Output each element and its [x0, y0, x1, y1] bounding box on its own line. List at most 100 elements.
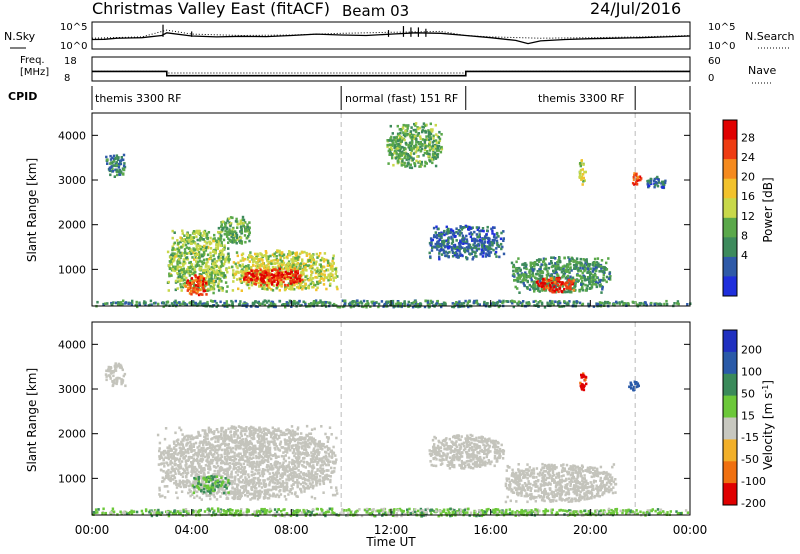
scatter-cell [547, 266, 551, 270]
scatter-cell [328, 276, 331, 280]
scatter-cell [276, 261, 279, 264]
scatter-cell [534, 284, 537, 288]
scatter-cell [257, 472, 260, 475]
scatter-cell [302, 300, 305, 304]
scatter-cell [402, 123, 405, 127]
scatter-cell [260, 253, 263, 257]
scatter-cell [397, 142, 400, 146]
scatter-cell [429, 137, 432, 141]
scatter-cell [209, 271, 212, 275]
scatter-cell [282, 280, 285, 284]
scatter-cell [388, 139, 391, 142]
scatter-cell [545, 267, 548, 271]
scatter-cell [550, 277, 554, 281]
scatter-cell [284, 274, 287, 278]
scatter-cell [210, 268, 213, 271]
scatter-cell [191, 238, 195, 241]
scatter-cell [195, 253, 198, 256]
scatter-cell [429, 122, 432, 126]
scatter-cell [264, 267, 267, 271]
scatter-cell [322, 491, 325, 494]
scatter-cell [540, 285, 543, 288]
scatter-cell [316, 286, 319, 290]
scatter-cell [271, 262, 274, 265]
noise-right-tick-top: 10^5 [708, 22, 735, 33]
scatter-cell [547, 286, 550, 290]
scatter-cell [455, 247, 458, 251]
scatter-cell [603, 266, 606, 269]
scatter-cell [388, 153, 391, 156]
scatter-cell [425, 135, 428, 138]
scatter-cell [249, 251, 252, 254]
scatter-cell [622, 303, 625, 306]
scatter-cell [332, 254, 335, 258]
scatter-cell [278, 269, 281, 272]
scatter-cell [410, 302, 413, 305]
scatter-cell [225, 290, 228, 293]
scatter-cell [170, 257, 174, 261]
scatter-cell [180, 254, 183, 257]
scatter-cell [144, 301, 147, 304]
scatter-cell [312, 300, 315, 304]
scatter-cell [255, 269, 258, 272]
scatter-cell [440, 133, 443, 136]
scatter-cell [493, 226, 496, 229]
scatter-cell [459, 231, 462, 234]
scatter-cell [326, 264, 329, 267]
scatter-cell [496, 303, 499, 306]
scatter-cell [158, 488, 161, 492]
scatter-cell [212, 465, 216, 468]
scatter-cell [191, 461, 195, 465]
scatter-cell [270, 283, 274, 286]
scatter-cell [592, 275, 595, 279]
scatter-cell [191, 267, 194, 271]
scatter-cell [183, 234, 186, 237]
scatter-cell [231, 231, 234, 235]
scatter-cell [271, 269, 274, 272]
scatter-cell [575, 263, 578, 267]
scatter-cell [197, 286, 200, 290]
scatter-cell [556, 283, 560, 287]
scatter-cell [550, 281, 554, 285]
scatter-cell [282, 457, 286, 461]
scatter-cell [188, 240, 191, 243]
scatter-cell [406, 156, 409, 159]
scatter-cell [248, 267, 251, 270]
scatter-cell [287, 282, 291, 285]
scatter-cell [190, 263, 194, 266]
scatter-cell [437, 136, 441, 139]
scatter-cell [266, 273, 269, 277]
scatter-cell [486, 225, 489, 229]
scatter-cell [246, 269, 249, 272]
scatter-cell [314, 271, 318, 275]
scatter-cell [198, 229, 201, 233]
scatter-cell [410, 149, 414, 152]
scatter-cell [257, 259, 260, 262]
scatter-cell [206, 287, 210, 291]
scatter-cell [188, 274, 192, 277]
scatter-cell [331, 273, 334, 277]
scatter-cell [549, 289, 552, 293]
scatter-cell [194, 275, 198, 279]
scatter-cell [389, 143, 392, 146]
scatter-cell [295, 251, 298, 255]
scatter-cell [231, 230, 234, 233]
scatter-cell [217, 256, 220, 259]
scatter-cell [443, 251, 446, 255]
noise-left-label: N.Sky [4, 30, 36, 43]
scatter-cell [303, 286, 306, 289]
scatter-cell [665, 299, 668, 303]
scatter-cell [182, 271, 185, 274]
scatter-cell [574, 284, 577, 288]
scatter-cell [302, 280, 305, 283]
scatter-cell [278, 252, 282, 256]
scatter-cell [240, 225, 243, 228]
scatter-cell [188, 292, 192, 295]
scatter-cell [203, 269, 206, 272]
scatter-cell [108, 168, 111, 171]
scatter-cell [177, 275, 180, 279]
scatter-cell [309, 254, 313, 258]
scatter-cell [579, 262, 582, 265]
scatter-cell [181, 276, 184, 280]
scatter-cell [192, 290, 196, 294]
